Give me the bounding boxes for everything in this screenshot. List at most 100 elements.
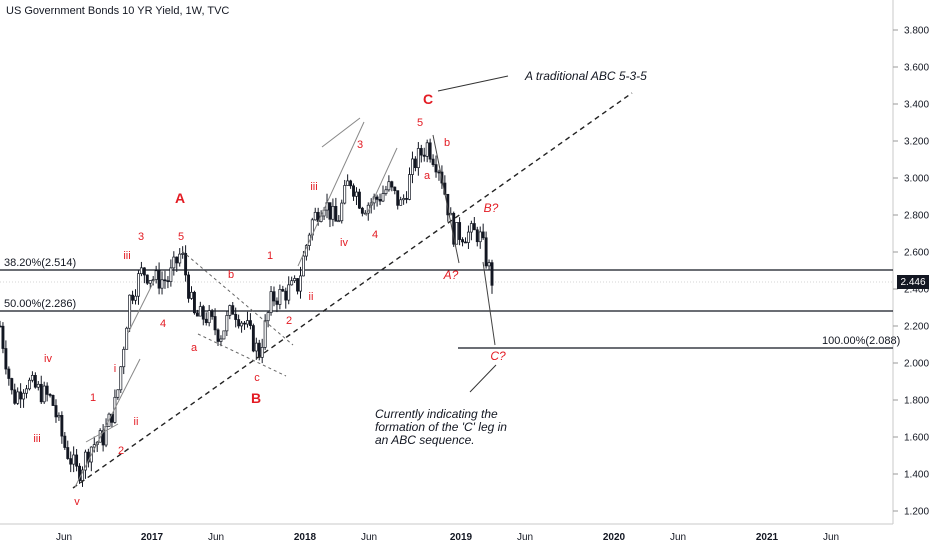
candle[interactable] [51, 394, 55, 406]
candle[interactable] [166, 276, 170, 289]
candle[interactable] [263, 314, 267, 350]
candle[interactable] [396, 190, 400, 210]
candle[interactable] [331, 198, 335, 227]
candle[interactable] [63, 432, 67, 450]
candle[interactable] [22, 389, 26, 408]
candle[interactable] [181, 246, 185, 259]
wave-line-4[interactable] [297, 121, 365, 267]
candle[interactable] [290, 276, 294, 286]
candle[interactable] [449, 207, 453, 216]
candle[interactable] [411, 151, 414, 184]
candle[interactable] [437, 169, 441, 181]
candle[interactable] [419, 144, 423, 163]
candle[interactable] [178, 248, 182, 267]
candle[interactable] [466, 225, 470, 249]
candle[interactable] [30, 371, 34, 383]
candle[interactable] [478, 226, 482, 249]
fib-level-100[interactable]: 100.00%(2.088) [458, 335, 900, 349]
candle[interactable] [234, 307, 238, 328]
candle[interactable] [116, 389, 120, 400]
candle[interactable] [192, 290, 196, 315]
candle[interactable] [128, 294, 132, 332]
candle[interactable] [28, 377, 31, 391]
candle[interactable] [160, 271, 164, 295]
candle[interactable] [390, 180, 394, 192]
candle[interactable] [402, 194, 406, 205]
candle[interactable] [69, 451, 73, 473]
candle[interactable] [248, 313, 252, 330]
projection-line-c[interactable] [482, 261, 496, 346]
candle[interactable] [455, 222, 459, 245]
candle[interactable] [139, 261, 143, 277]
candle[interactable] [33, 372, 37, 389]
candle[interactable] [425, 139, 429, 163]
candle[interactable] [334, 197, 338, 222]
candle[interactable] [484, 231, 488, 269]
candle[interactable] [272, 286, 276, 307]
candle[interactable] [469, 220, 473, 241]
candle[interactable] [313, 207, 317, 221]
candle[interactable] [355, 187, 358, 206]
candle[interactable] [464, 237, 467, 244]
candle[interactable] [405, 191, 409, 204]
candle[interactable] [142, 267, 146, 284]
wave-line-6[interactable] [321, 117, 361, 148]
candle[interactable] [163, 270, 167, 289]
candle[interactable] [222, 330, 226, 340]
candle[interactable] [481, 223, 485, 240]
candle[interactable] [0, 320, 2, 328]
candle[interactable] [360, 206, 364, 217]
candle[interactable] [461, 237, 464, 247]
candle[interactable] [19, 383, 23, 408]
candle[interactable] [490, 259, 494, 294]
candle[interactable] [39, 375, 43, 405]
candle[interactable] [352, 183, 355, 201]
dashed-support-trendline[interactable] [72, 92, 633, 489]
time-axis[interactable]: Jun 2017 Jun 2018 Jun 2019 Jun 2020 Jun 2021 Jun [56, 532, 839, 543]
candle[interactable] [83, 449, 87, 479]
wave-line-3[interactable] [127, 278, 156, 334]
candle[interactable] [57, 412, 61, 421]
candle[interactable] [431, 154, 435, 167]
candle[interactable] [293, 275, 297, 284]
candle[interactable] [75, 449, 79, 472]
candle[interactable] [190, 286, 193, 300]
candlestick-series[interactable] [0, 138, 494, 487]
candle[interactable] [428, 138, 432, 163]
candle[interactable] [204, 312, 208, 326]
candle[interactable] [254, 337, 258, 360]
candle[interactable] [251, 323, 255, 353]
candle[interactable] [269, 286, 273, 316]
candle[interactable] [131, 290, 135, 305]
candle[interactable] [237, 314, 241, 329]
candle[interactable] [422, 147, 426, 162]
candle[interactable] [284, 287, 288, 309]
candle[interactable] [340, 199, 344, 224]
candle[interactable] [378, 193, 382, 206]
candle[interactable] [198, 301, 202, 317]
candle[interactable] [13, 383, 17, 405]
wave-line-5[interactable] [365, 147, 398, 217]
candle[interactable] [48, 393, 52, 398]
candle[interactable] [275, 297, 279, 313]
candle[interactable] [216, 328, 220, 346]
candle[interactable] [60, 411, 64, 444]
candle[interactable] [384, 185, 388, 196]
candle[interactable] [458, 217, 462, 246]
candle[interactable] [125, 326, 129, 350]
candle[interactable] [137, 270, 140, 305]
candle[interactable] [104, 418, 108, 448]
candle[interactable] [157, 262, 161, 295]
candle[interactable] [210, 308, 214, 320]
candle[interactable] [296, 278, 300, 295]
candle[interactable] [393, 186, 397, 195]
candle[interactable] [201, 304, 205, 326]
candle[interactable] [260, 338, 264, 364]
candle[interactable] [228, 304, 232, 320]
candle[interactable] [89, 446, 93, 472]
candle[interactable] [4, 340, 8, 375]
candle[interactable] [266, 311, 270, 328]
candle[interactable] [184, 245, 188, 282]
candle[interactable] [16, 387, 20, 405]
candle[interactable] [10, 377, 14, 395]
